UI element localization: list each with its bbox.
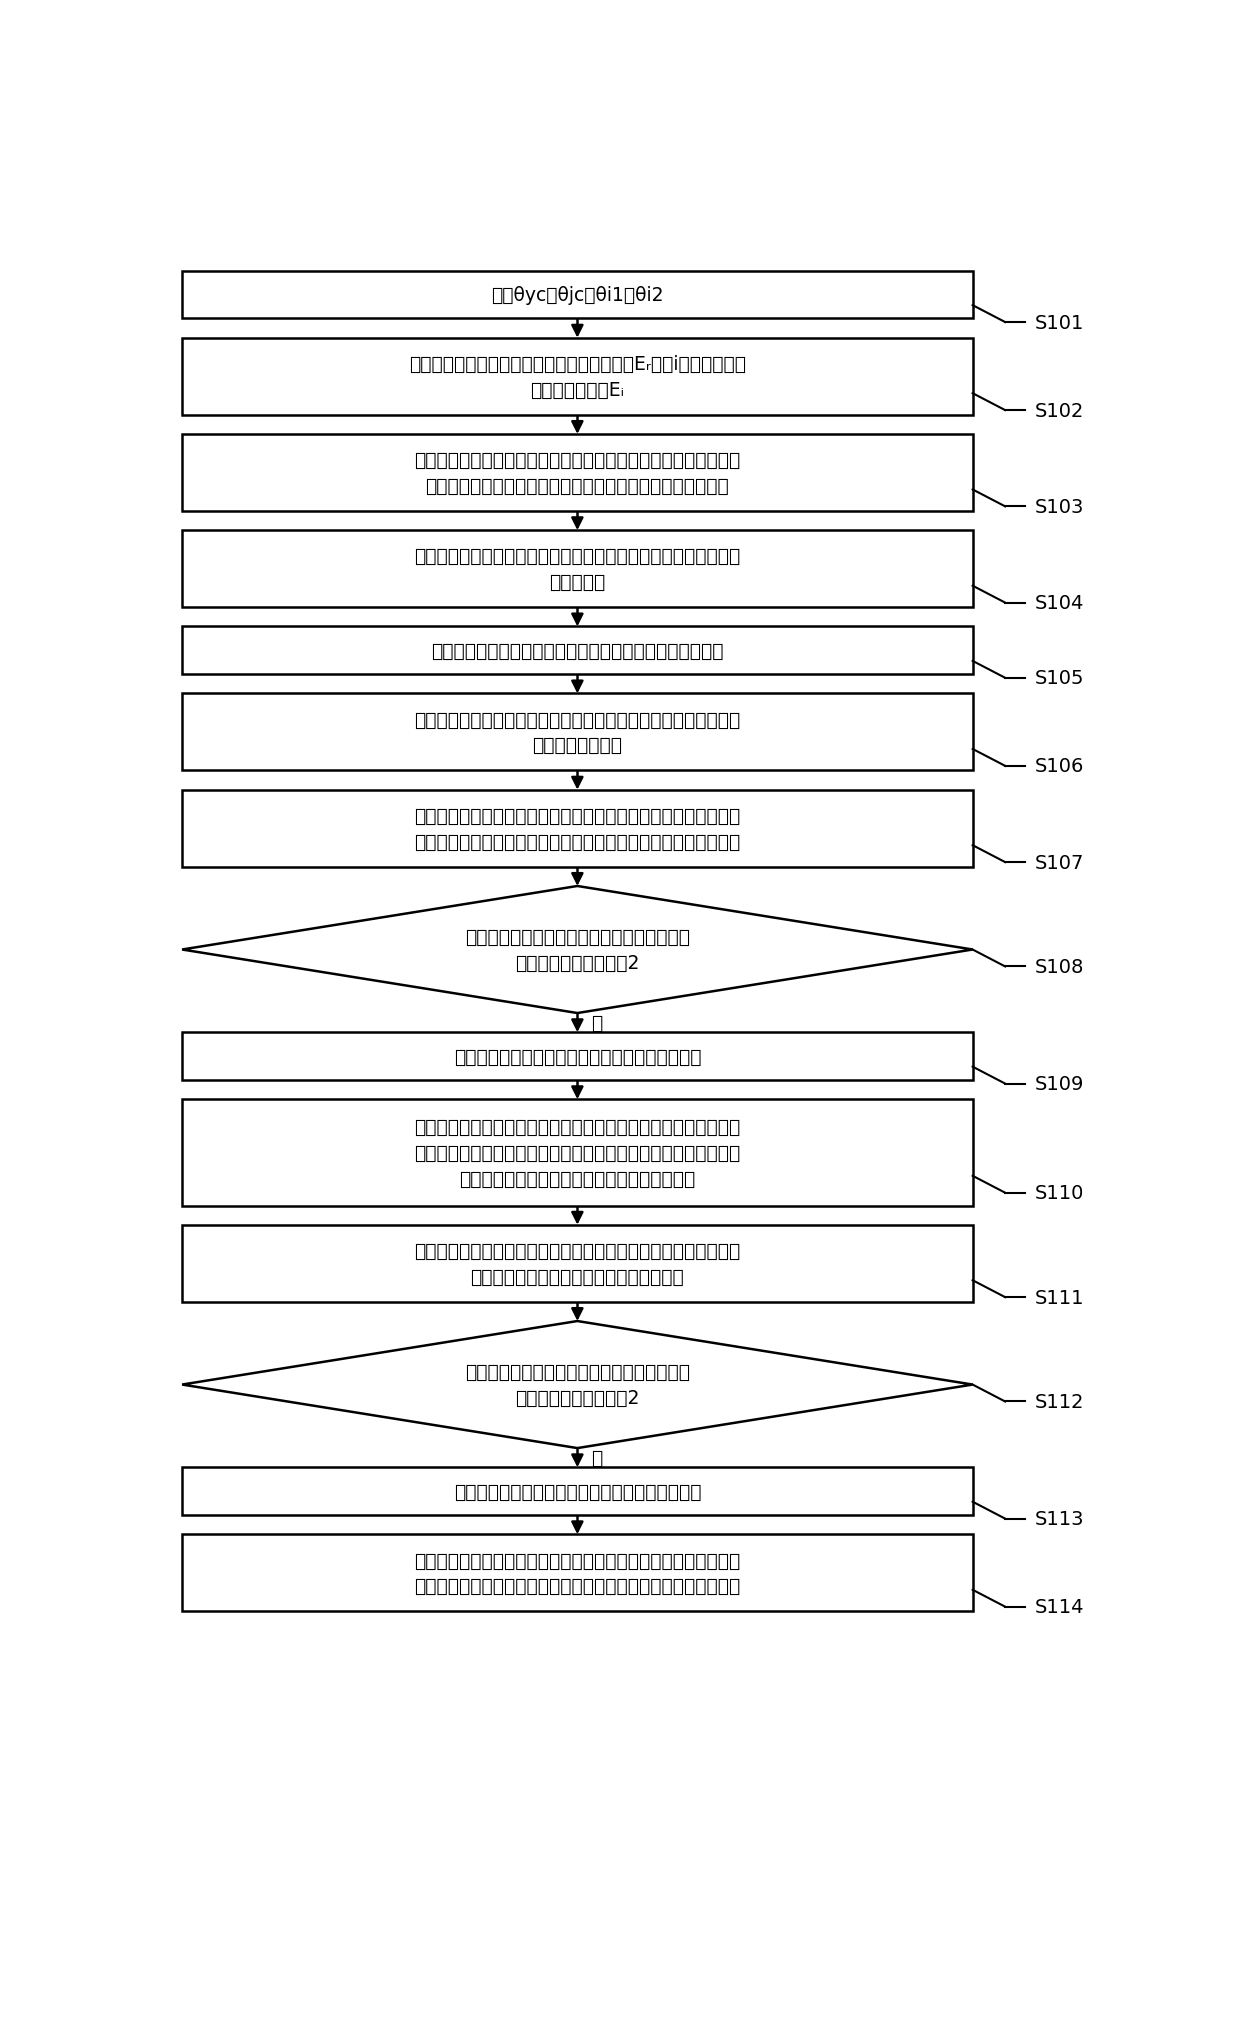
Text: S102: S102 — [1034, 402, 1084, 420]
Polygon shape — [182, 1321, 972, 1448]
Bar — [182, 1225, 972, 1303]
Text: S108: S108 — [1034, 958, 1084, 977]
Text: S105: S105 — [1034, 669, 1084, 687]
Text: S111: S111 — [1034, 1289, 1084, 1307]
Text: 确定宽巷组合观测値、无电离层组合相位观测値、无电离层组合伪
距观测値、原始伪距观测値、原始相位观测値分别对应的权重: 确定宽巷组合观测値、无电离层组合相位观测値、无电离层组合伪 距观测値、原始伪距观… — [414, 451, 740, 495]
Text: 对双差伪距观测方程和相位宽巷组合观测方程进行解算，得到双差
宽巷模糊度浮点解: 对双差伪距观测方程和相位宽巷组合观测方程进行解算，得到双差 宽巷模糊度浮点解 — [414, 710, 740, 754]
Text: S103: S103 — [1034, 498, 1084, 516]
Text: 获取用户站实时观测数据、基准站实时观测数据和广播星历: 获取用户站实时观测数据、基准站实时观测数据和广播星历 — [432, 642, 724, 661]
Text: 采用最小二乘模糊度降相关平差法搜索双差宽巷模糊度的整数解，
得到双差宽巷整周模糊度的最优解和双差宽巷整周模糊度的次优解: 采用最小二乘模糊度降相关平差法搜索双差宽巷模糊度的整数解， 得到双差宽巷整周模糊… — [414, 807, 740, 850]
Text: 将双差宽巷整周模糊度固定的相位宽巷组合观测方程作为虚拟的伪
距观测方程，对所述虚拟的伪距观测方程和载波相位无电离层组合
观测方程进行解算，得到双差窄巷模糊度浮点: 将双差宽巷整周模糊度固定的相位宽巷组合观测方程作为虚拟的伪 距观测方程，对所述虚… — [414, 1117, 740, 1189]
Text: S114: S114 — [1034, 1597, 1084, 1617]
Bar — [182, 1468, 972, 1515]
Bar — [182, 1034, 972, 1081]
Bar — [182, 271, 972, 320]
Text: 将所述双差宽巷整周模糊度用最优解组合进行固定: 将所述双差宽巷整周模糊度用最优解组合进行固定 — [454, 1048, 701, 1066]
Polygon shape — [182, 887, 972, 1013]
Text: S101: S101 — [1034, 314, 1084, 332]
Bar — [182, 693, 972, 771]
Text: 采用最小二乘模糊度降相关平差法搜索双差窄巷模糊度的整数解，
得到双差窄巷整周模糊度的最优解和次优解: 采用最小二乘模糊度降相关平差法搜索双差窄巷模糊度的整数解， 得到双差窄巷整周模糊… — [414, 1242, 740, 1287]
Text: 将所述双差窄巷整周模糊度用最优解组合进行固定: 将所述双差窄巷整周模糊度用最优解组合进行固定 — [454, 1482, 701, 1501]
Text: S106: S106 — [1034, 756, 1084, 777]
Bar — [182, 530, 972, 608]
Text: S110: S110 — [1034, 1183, 1084, 1203]
Bar — [182, 434, 972, 512]
Text: 判断双差宽巷整周模糊度的最优解和次优解的
误差比率是否大于等于2: 判断双差宽巷整周模糊度的最优解和次优解的 误差比率是否大于等于2 — [465, 928, 689, 973]
Text: 根据多个高度角和不同观测値的权重确定不同卫星不同组合观测値
的随机模型: 根据多个高度角和不同观测値的权重确定不同卫星不同组合观测値 的随机模型 — [414, 546, 740, 591]
Text: 获取θyc、θjc、θi1及θi2: 获取θyc、θjc、θi1及θi2 — [491, 285, 663, 306]
Text: 是: 是 — [591, 1448, 603, 1468]
Bar — [182, 791, 972, 867]
Bar — [182, 338, 972, 416]
Text: 根据固定的双差宽巷整周模糊度和固定的双差窄巷整周模糊度进行
模糊度为固定整数解的实时动态定位解算，得到实时动态定位坐标: 根据固定的双差宽巷整周模糊度和固定的双差窄巷整周模糊度进行 模糊度为固定整数解的… — [414, 1552, 740, 1594]
Bar — [182, 1535, 972, 1611]
Text: S107: S107 — [1034, 852, 1084, 873]
Bar — [182, 628, 972, 675]
Text: 确定用户站和基准站参考卫星高度角的平均値Eᵣ和第i个非参考卫星
高度角的平均値Eᵢ: 确定用户站和基准站参考卫星高度角的平均値Eᵣ和第i个非参考卫星 高度角的平均値E… — [409, 355, 746, 400]
Text: 是: 是 — [591, 1013, 603, 1032]
Bar — [182, 1099, 972, 1205]
Text: S109: S109 — [1034, 1075, 1084, 1093]
Text: S113: S113 — [1034, 1509, 1084, 1529]
Text: 判断双差窄巷整周模糊度的最优解和次优解的
误差比率是否大于等于2: 判断双差窄巷整周模糊度的最优解和次优解的 误差比率是否大于等于2 — [465, 1362, 689, 1407]
Text: S112: S112 — [1034, 1393, 1084, 1411]
Text: S104: S104 — [1034, 593, 1084, 614]
